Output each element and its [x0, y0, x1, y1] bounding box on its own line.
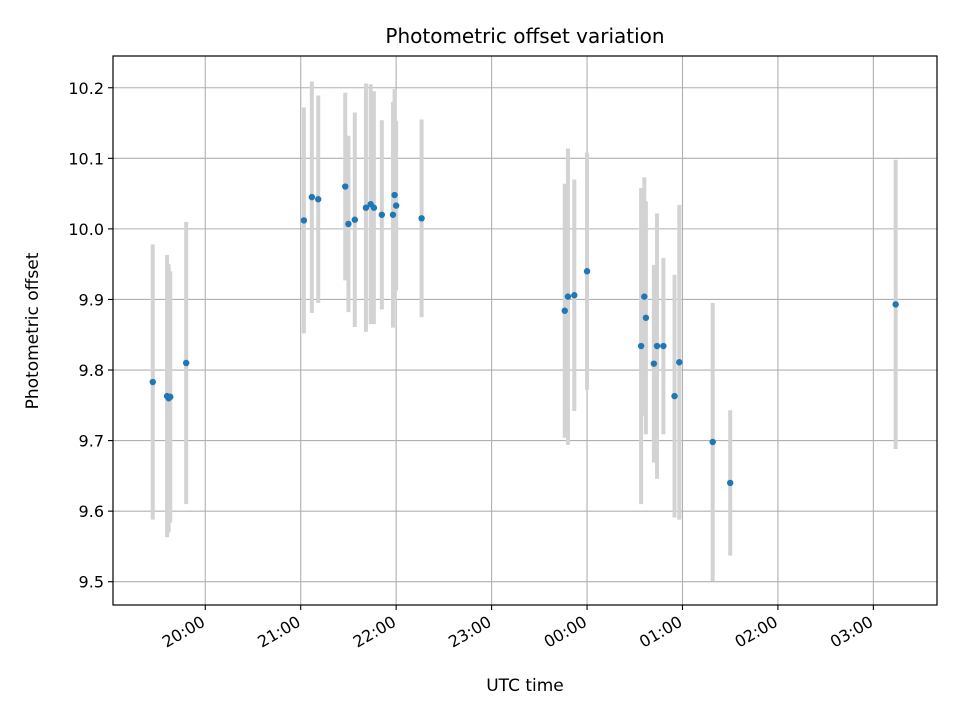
- y-tick-label: 10.0: [68, 220, 104, 239]
- data-point: [671, 392, 678, 400]
- data-point: [564, 293, 572, 300]
- data-point: [378, 211, 386, 218]
- y-tick-label: 9.5: [79, 573, 104, 592]
- y-tick-label: 9.6: [79, 502, 104, 521]
- data-point: [641, 293, 648, 300]
- chart-title: Photometric offset variation: [385, 24, 664, 48]
- x-axis-label: UTC time: [486, 676, 564, 696]
- data-points: [149, 183, 899, 487]
- data-point: [315, 196, 322, 203]
- y-tick-label: 9.7: [79, 432, 104, 451]
- data-point: [571, 292, 578, 299]
- data-point: [370, 204, 378, 211]
- y-tick-label: 9.9: [79, 290, 104, 309]
- data-point: [182, 359, 190, 367]
- data-point: [351, 216, 358, 223]
- data-point: [637, 342, 645, 350]
- data-point: [709, 438, 716, 446]
- data-point: [583, 268, 591, 275]
- data-point: [561, 307, 568, 314]
- data-point: [389, 211, 397, 218]
- data-point: [149, 378, 156, 386]
- data-point: [345, 220, 352, 228]
- data-point: [676, 359, 683, 366]
- data-point: [167, 393, 174, 401]
- data-point: [342, 183, 349, 190]
- data-point: [650, 360, 658, 367]
- data-point: [642, 314, 650, 321]
- data-point: [362, 204, 370, 211]
- data-point: [418, 215, 425, 222]
- data-point: [892, 301, 899, 308]
- data-point: [653, 342, 661, 350]
- data-point: [391, 191, 398, 199]
- y-tick-label: 10.2: [68, 79, 104, 98]
- plot-area-frame: [112, 55, 938, 606]
- data-point: [392, 202, 400, 209]
- data-point: [300, 217, 308, 224]
- y-tick-label: 10.1: [68, 149, 104, 168]
- data-point: [308, 193, 316, 201]
- y-axis-label: Photometric offset: [23, 252, 43, 409]
- y-tick-label: 9.8: [79, 361, 104, 380]
- data-point: [727, 479, 734, 487]
- data-point: [660, 342, 667, 350]
